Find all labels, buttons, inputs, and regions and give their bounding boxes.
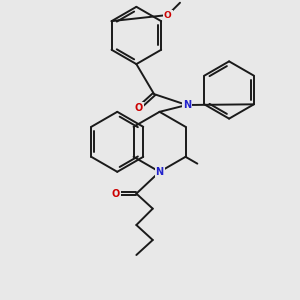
Text: N: N — [155, 167, 164, 177]
Text: N: N — [183, 100, 191, 110]
Text: O: O — [112, 189, 120, 199]
Text: O: O — [164, 11, 172, 20]
Text: O: O — [135, 103, 143, 113]
